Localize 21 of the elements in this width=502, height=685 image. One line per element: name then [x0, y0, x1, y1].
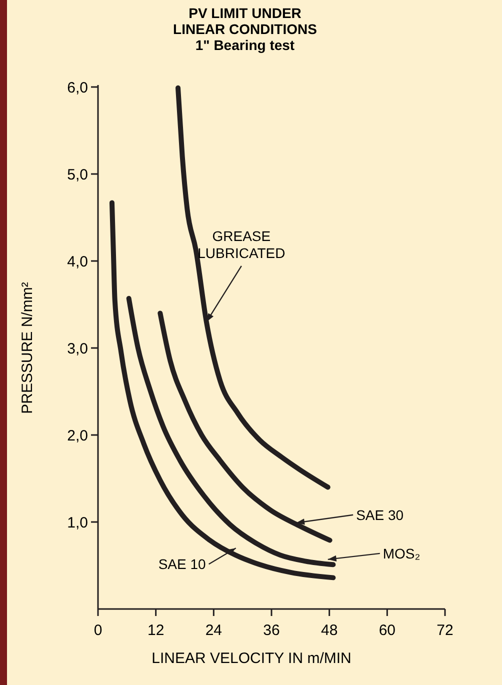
annotation: SAE 10 — [158, 556, 206, 572]
annotation: GREASE LUBRICATED — [198, 228, 286, 261]
x-tick-label: 48 — [320, 622, 338, 639]
x-tick-label: 36 — [263, 622, 280, 639]
x-axis-title: LINEAR VELOCITY IN m/MIN — [152, 650, 352, 667]
y-tick-label: 5,0 — [67, 166, 88, 184]
y-tick-label: 1,0 — [67, 514, 88, 532]
annotation: MOS₂ — [382, 545, 420, 562]
x-tick-label: 24 — [205, 622, 222, 639]
y-axis-title: PRESSURE N/mm² — [19, 282, 36, 414]
y-tick-label: 3,0 — [67, 340, 88, 358]
y-tick-label: 2,0 — [67, 427, 88, 444]
y-tick-label: 4,0 — [67, 253, 88, 270]
x-tick-label: 60 — [378, 622, 396, 639]
x-tick-label: 72 — [436, 622, 454, 639]
x-tick-label: 0 — [94, 622, 102, 639]
annotation: SAE 30 — [356, 506, 404, 523]
chart-subtitle: 1" Bearing test — [195, 37, 295, 53]
x-tick-label: 12 — [147, 622, 164, 639]
y-tick-label: 6,0 — [67, 79, 88, 96]
chart-title: PV LIMIT UNDER LINEAR CONDITIONS — [173, 5, 317, 37]
